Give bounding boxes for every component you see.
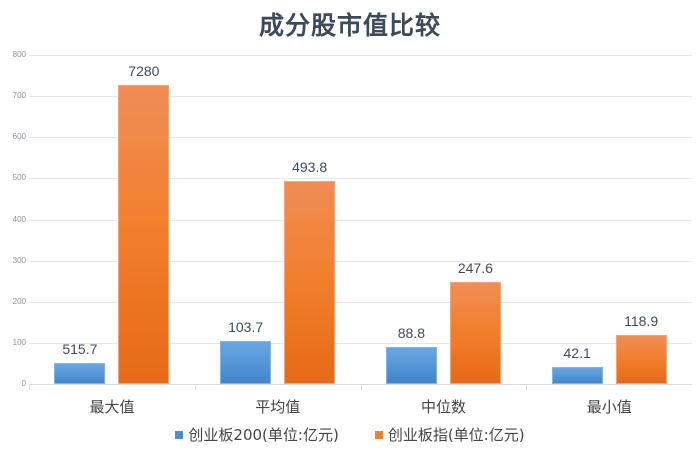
x-tick-mark <box>526 384 528 390</box>
data-label: 247.6 <box>457 260 493 277</box>
data-label: 88.8 <box>397 325 425 342</box>
y-tick-label: 500 <box>12 173 26 183</box>
y-tick-label: 600 <box>12 132 26 142</box>
bar-cyb200-1[interactable] <box>220 341 272 384</box>
legend-swatch-orange <box>374 430 383 439</box>
gridline <box>29 301 692 303</box>
gridline <box>29 260 692 262</box>
data-label: 118.9 <box>624 313 659 330</box>
gridline <box>29 342 692 344</box>
legend-label: 创业板指(单位:亿元) <box>387 426 525 444</box>
x-tick-mark <box>360 384 362 390</box>
x-tick-label: 最大值 <box>89 398 135 416</box>
y-tick-label: 400 <box>12 214 26 224</box>
bar-cyb200-3[interactable] <box>551 366 603 384</box>
x-tick-mark <box>29 384 30 390</box>
gridline <box>29 219 692 221</box>
gridline <box>29 178 692 180</box>
x-tick-label: 平均值 <box>255 398 301 416</box>
legend-item-cybz[interactable]: 创业板指(单位:亿元) <box>374 424 525 445</box>
legend-item-cyb200[interactable]: 创业板200(单位:亿元) <box>175 424 339 445</box>
data-label: 42.1 <box>563 344 591 361</box>
legend: 创业板200(单位:亿元) 创业板指(单位:亿元) <box>0 424 700 445</box>
y-tick-label: 300 <box>12 255 26 265</box>
bar-cybz-1[interactable] <box>284 180 336 384</box>
bar-cybz-0[interactable] <box>118 84 170 384</box>
y-tick-label: 200 <box>12 296 26 306</box>
x-tick-mark <box>194 384 196 390</box>
x-tick-label: 中位数 <box>420 398 466 416</box>
gridline <box>29 55 692 56</box>
data-label: 7280 <box>128 62 160 79</box>
plot-area: 0 100 200 300 400 500 600 700 800 515.7 7280 103.7 4… <box>13 50 692 388</box>
data-label: 493.8 <box>292 158 328 175</box>
y-tick-label: 100 <box>12 337 26 347</box>
y-tick-label: 800 <box>12 50 26 59</box>
data-label: 515.7 <box>62 340 98 357</box>
legend-label: 创业板200(单位:亿元) <box>188 426 339 444</box>
chart-title: 成分股市值比较 <box>258 11 441 40</box>
x-tick-label: 最小值 <box>586 398 632 416</box>
bar-cybz-3[interactable] <box>615 335 667 384</box>
y-tick-label: 700 <box>12 91 26 101</box>
bar-cyb200-0[interactable] <box>54 362 106 384</box>
bar-cyb200-2[interactable] <box>385 347 437 384</box>
gridline <box>29 96 692 98</box>
bar-cybz-2[interactable] <box>449 282 501 384</box>
legend-swatch-blue <box>175 430 184 439</box>
y-tick-label: 0 <box>21 379 26 388</box>
data-label: 103.7 <box>228 319 264 336</box>
gridline <box>29 137 692 139</box>
